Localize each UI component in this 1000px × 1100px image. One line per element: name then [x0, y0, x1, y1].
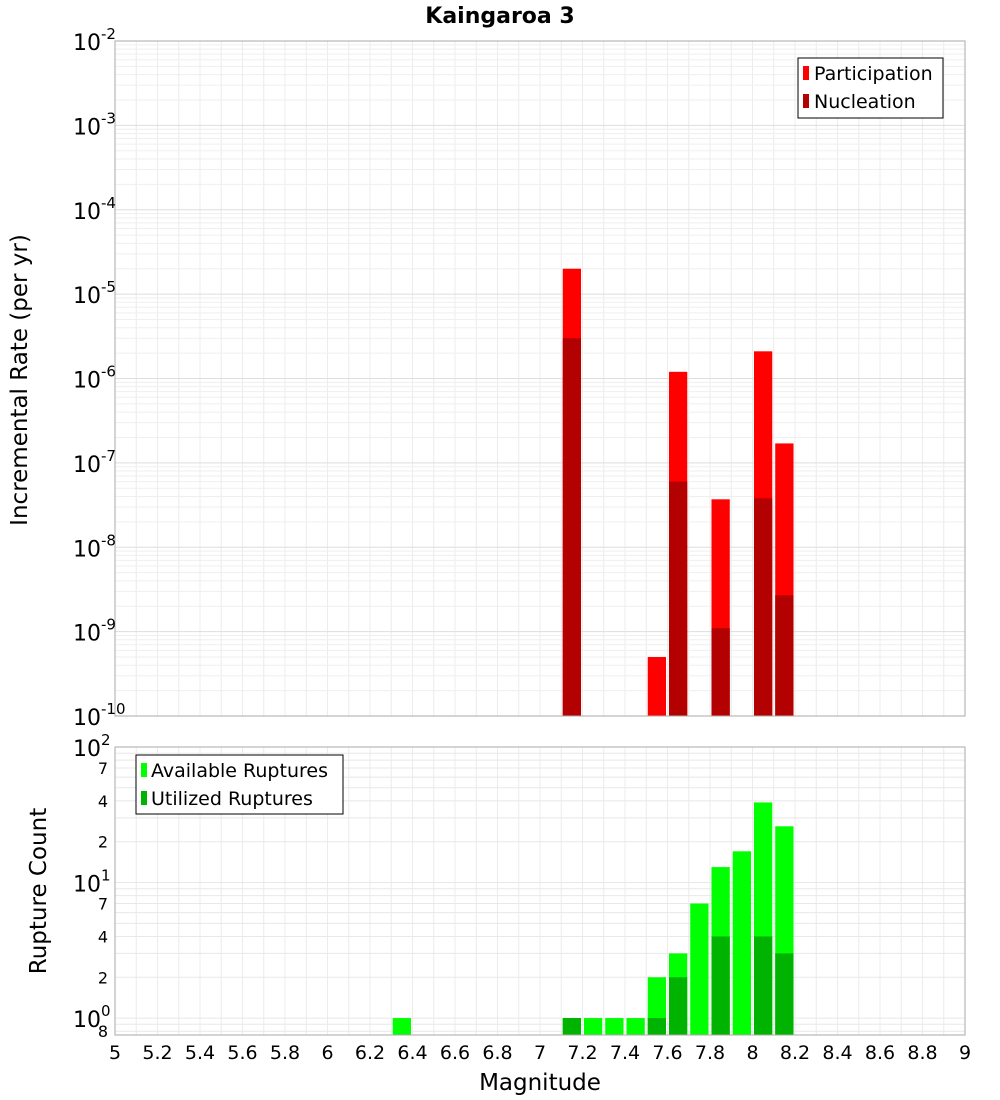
utilized-ruptures-bar	[775, 953, 794, 1035]
y-tick-label: 7	[98, 895, 108, 914]
y-tick-label: 10-5	[73, 278, 116, 309]
available-ruptures-bar	[732, 851, 752, 1035]
y-tick-label: 10-6	[73, 363, 116, 394]
y-tick-label: 7	[98, 759, 108, 778]
plot-frame	[114, 40, 966, 717]
y-tick-label: 10-9	[73, 616, 116, 647]
x-tick-label: 7.4	[610, 1042, 640, 1064]
x-tick-label: 7.8	[695, 1042, 725, 1064]
legend-box	[135, 754, 344, 815]
x-tick-label: 8	[746, 1042, 758, 1064]
x-tick-label: 8.4	[822, 1042, 852, 1064]
x-tick-label: 5.4	[185, 1042, 215, 1064]
y-tick-label: 10-4	[73, 194, 116, 225]
legend-swatch	[141, 791, 147, 805]
legend-label: Utilized Ruptures	[151, 788, 313, 810]
legend-rate: Participation Nucleation	[797, 57, 944, 119]
available-ruptures-bar	[605, 1018, 624, 1035]
utilized-ruptures-bar	[668, 977, 688, 1035]
utilized-ruptures-bar	[711, 936, 730, 1035]
nucleation-bar	[711, 628, 730, 716]
x-tick-label: 5.8	[270, 1042, 300, 1064]
x-tick-label: 6.6	[440, 1042, 470, 1064]
available-ruptures-bar	[392, 1018, 412, 1035]
legend-label: Nucleation	[814, 91, 916, 113]
y-tick-label: 10-2	[73, 25, 116, 56]
x-tick-label: 7	[534, 1042, 546, 1064]
x-axis-label: Magnitude	[479, 1070, 601, 1096]
legend-swatch	[141, 763, 147, 777]
legend-box	[797, 57, 944, 119]
legend-ruptures: Available Ruptures Utilized Ruptures	[135, 754, 344, 815]
legend-swatch	[803, 66, 809, 80]
bottom-y-axis-label: Rupture Count	[26, 808, 52, 974]
utilized-ruptures-bar	[562, 1018, 582, 1035]
chart-title: Kaingaroa 3	[425, 4, 574, 29]
x-tick-label: 8.8	[907, 1042, 937, 1064]
utilized-ruptures-bar	[647, 1018, 667, 1035]
y-tick-label: 4	[98, 927, 108, 946]
x-tick-label: 5	[109, 1042, 121, 1064]
nucleation-bar	[668, 481, 688, 716]
x-tick-label: 9	[959, 1042, 971, 1064]
top-y-axis-label: Incremental Rate (per yr)	[7, 234, 33, 526]
y-tick-label: 10-7	[73, 447, 116, 478]
y-tick-label: 2	[98, 833, 108, 852]
y-tick-label: 10-3	[73, 109, 116, 140]
y-tick-label: 102	[73, 731, 111, 762]
y-tick-label: 10-8	[73, 531, 116, 562]
x-tick-label: 5.6	[227, 1042, 257, 1064]
y-tick-label: 8	[98, 1022, 108, 1041]
x-tick-label: 6	[321, 1042, 333, 1064]
x-tick-label: 7.6	[652, 1042, 682, 1064]
participation-bar	[647, 657, 667, 716]
legend-label: Participation	[814, 63, 933, 85]
legend-label: Available Ruptures	[151, 760, 328, 782]
x-tick-label: 5.2	[142, 1042, 172, 1064]
nucleation-bar	[753, 498, 773, 716]
y-tick-label: 10-10	[73, 700, 126, 731]
y-tick-label: 100	[73, 1002, 111, 1033]
x-tick-label: 6.8	[482, 1042, 512, 1064]
x-tick-label: 8.2	[780, 1042, 810, 1064]
x-tick-label: 7.2	[567, 1042, 597, 1064]
available-ruptures-bar	[690, 903, 709, 1035]
rate-panel: 10-2 10-3 10-4 10-5 10-6 10-7 10-8 10-9 10-10 Par…	[73, 25, 966, 731]
x-tick-label: 6.2	[355, 1042, 385, 1064]
y-tick-label: 4	[98, 792, 108, 811]
y-tick-label: 2	[98, 968, 108, 987]
nucleation-bar	[775, 595, 794, 716]
nucleation-bar	[562, 338, 582, 716]
legend-swatch	[803, 94, 809, 108]
x-tick-label: 6.4	[397, 1042, 427, 1064]
utilized-ruptures-bar	[753, 936, 773, 1035]
available-ruptures-bar	[626, 1018, 645, 1035]
available-ruptures-bar	[583, 1018, 603, 1035]
y-tick-label: 101	[73, 867, 111, 898]
plot-frame	[114, 746, 966, 1036]
x-tick-label: 8.6	[865, 1042, 895, 1064]
